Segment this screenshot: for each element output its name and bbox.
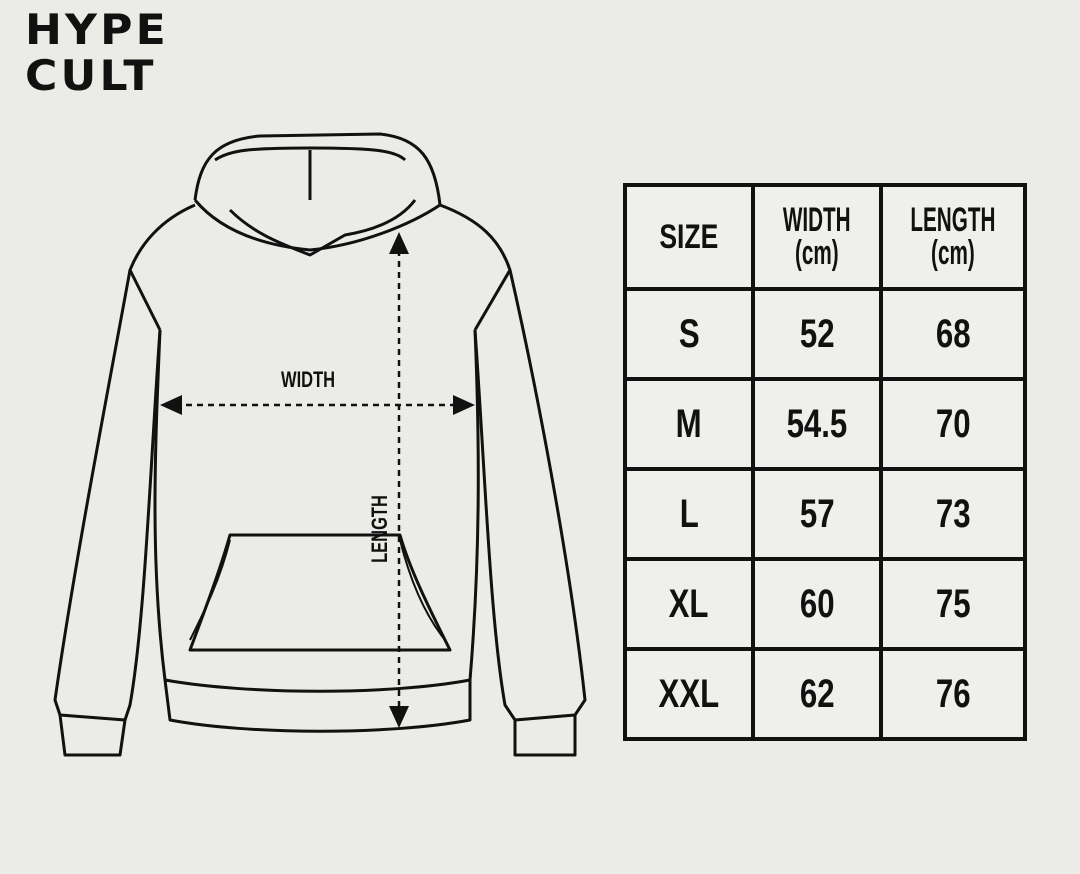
table-row: M 54.5 70: [623, 377, 1027, 471]
length-cell: 75: [935, 581, 971, 626]
header-length: LENGTH (cm): [879, 183, 1027, 291]
size-cell: L: [679, 491, 699, 536]
logo-line-1: HYPE: [25, 5, 169, 54]
size-cell: S: [678, 311, 700, 356]
table-row: XL 60 75: [623, 557, 1027, 651]
size-cell: XXL: [658, 671, 720, 716]
table-row: L 57 73: [623, 467, 1027, 561]
hoodie-diagram: [53, 132, 587, 757]
hoodie-outline: [53, 132, 587, 757]
width-cell: 57: [799, 491, 835, 536]
header-size: SIZE: [623, 183, 755, 291]
length-cell: 73: [935, 491, 971, 536]
length-arrow: [389, 232, 409, 728]
header-width: WIDTH (cm): [751, 183, 883, 291]
width-cell: 54.5: [786, 401, 848, 446]
table-header-row: SIZE WIDTH (cm) LENGTH (cm): [623, 183, 1027, 291]
width-label: WIDTH: [281, 367, 336, 392]
size-cell: XL: [669, 581, 709, 626]
size-chart-table: SIZE WIDTH (cm) LENGTH (cm) S 52 68 M 54.5 70 …: [623, 183, 1027, 741]
logo-line-2: CULT: [25, 51, 157, 100]
width-cell: 60: [799, 581, 835, 626]
length-cell: 68: [935, 311, 971, 356]
table-row: S 52 68: [623, 287, 1027, 381]
length-cell: 70: [935, 401, 971, 446]
size-cell: M: [675, 401, 702, 446]
width-cell: 52: [799, 311, 835, 356]
length-label: LENGTH: [367, 495, 393, 563]
table-row: XXL 62 76: [623, 647, 1027, 741]
length-cell: 76: [935, 671, 971, 716]
width-cell: 62: [799, 671, 835, 716]
brand-logo: HYPE CULT: [25, 8, 169, 100]
width-arrow: [160, 395, 475, 415]
